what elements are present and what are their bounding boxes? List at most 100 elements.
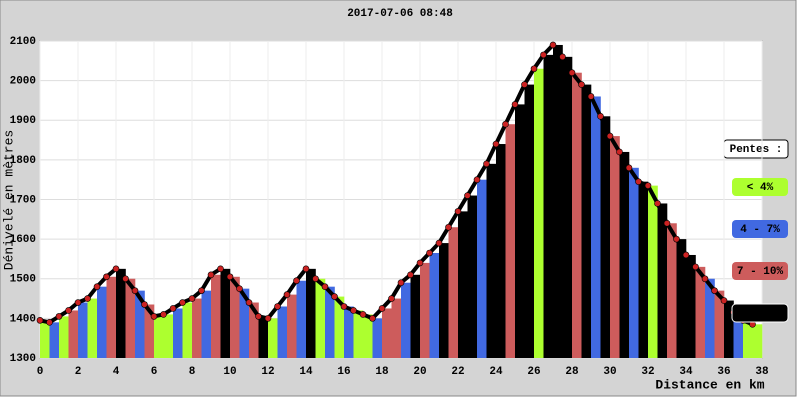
point xyxy=(188,295,196,302)
point xyxy=(445,223,452,231)
bar xyxy=(306,268,316,358)
point xyxy=(492,140,500,148)
bar xyxy=(458,211,468,358)
bar xyxy=(144,304,155,358)
point xyxy=(255,313,262,320)
point xyxy=(692,263,699,271)
profile-line xyxy=(39,41,754,327)
bar xyxy=(382,308,392,358)
x-tick-label: 28 xyxy=(565,366,579,378)
bar xyxy=(496,144,506,358)
y-axis-label: Dénivelé en mètres xyxy=(1,130,16,270)
x-tick-label: 24 xyxy=(489,366,503,378)
x-tick-label: 32 xyxy=(641,366,654,378)
legend-swatch xyxy=(732,178,788,196)
legend-swatch xyxy=(731,303,789,323)
bar xyxy=(163,314,174,358)
x-tick-label: 16 xyxy=(337,366,350,378)
bar xyxy=(363,314,373,358)
point xyxy=(236,285,243,292)
point xyxy=(217,265,224,273)
bar xyxy=(154,316,164,358)
point xyxy=(530,65,538,73)
bar xyxy=(325,286,335,358)
point xyxy=(540,51,547,59)
point xyxy=(55,313,63,320)
x-tick-label: 10 xyxy=(223,366,236,378)
point xyxy=(264,315,272,322)
chart-title: 2017-07-06 08:48 xyxy=(347,8,453,20)
y-tick-label: 2100 xyxy=(10,36,36,48)
point xyxy=(682,251,690,259)
bar xyxy=(372,318,383,358)
bar xyxy=(705,278,715,358)
bar xyxy=(249,302,259,358)
bar xyxy=(743,320,753,358)
bar xyxy=(467,195,478,358)
point xyxy=(131,287,139,294)
point xyxy=(65,307,72,314)
point xyxy=(397,279,405,287)
bar xyxy=(610,136,620,358)
point xyxy=(549,41,557,49)
bar xyxy=(439,243,449,358)
legend-swatch xyxy=(732,220,788,238)
bar xyxy=(391,298,402,358)
point xyxy=(340,303,348,310)
bar xyxy=(173,308,183,358)
legend-label: 7 - 10% xyxy=(737,266,784,278)
x-tick-label: 26 xyxy=(527,366,540,378)
bar xyxy=(59,316,69,358)
point xyxy=(483,160,490,168)
bar xyxy=(296,280,307,358)
bar xyxy=(287,294,297,358)
x-tick-label: 18 xyxy=(375,366,389,378)
y-tick-label: 1900 xyxy=(10,115,36,127)
bar xyxy=(619,151,630,358)
point xyxy=(207,271,215,279)
point xyxy=(169,305,177,312)
bar xyxy=(695,266,706,358)
point xyxy=(283,291,291,298)
legend-swatch xyxy=(732,262,788,280)
point xyxy=(568,69,576,76)
bar xyxy=(410,274,421,358)
point xyxy=(388,295,395,302)
bar xyxy=(201,290,212,358)
x-tick-label: 20 xyxy=(413,366,426,378)
point xyxy=(597,112,604,120)
point xyxy=(625,164,633,172)
point xyxy=(150,313,158,320)
point xyxy=(359,311,367,318)
point xyxy=(103,273,110,281)
bar xyxy=(40,320,50,358)
x-tick-label: 6 xyxy=(151,366,158,378)
bar xyxy=(230,276,240,358)
point xyxy=(616,148,623,156)
y-tick-label: 1800 xyxy=(10,155,36,167)
bar xyxy=(714,290,725,358)
point xyxy=(331,293,338,300)
point xyxy=(74,299,82,306)
bar xyxy=(87,298,98,358)
bar xyxy=(515,104,525,359)
point xyxy=(302,265,310,273)
bar xyxy=(572,72,582,358)
bar xyxy=(239,288,250,358)
legend-label: 4 - 7% xyxy=(740,224,780,236)
legend-label: > 10% xyxy=(743,308,776,320)
bar xyxy=(268,318,278,358)
point xyxy=(654,200,661,207)
bar xyxy=(192,298,202,358)
point xyxy=(578,81,585,88)
point xyxy=(644,182,652,189)
point xyxy=(701,275,709,283)
bar xyxy=(553,44,563,359)
point xyxy=(93,283,101,290)
y-tick-label: 1700 xyxy=(10,194,36,206)
point xyxy=(112,265,120,273)
bar xyxy=(401,282,411,358)
bar xyxy=(211,274,221,358)
bar xyxy=(420,262,430,358)
bar xyxy=(486,163,497,358)
